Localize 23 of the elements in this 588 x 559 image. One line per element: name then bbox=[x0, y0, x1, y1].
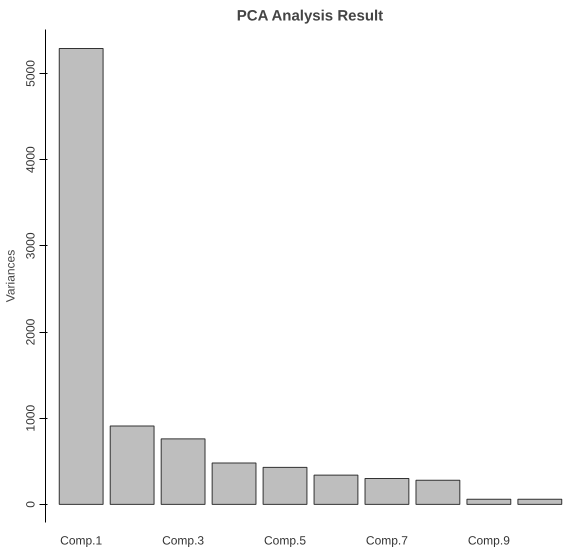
bar bbox=[314, 474, 358, 505]
bar bbox=[212, 462, 256, 505]
bar bbox=[364, 478, 410, 505]
bar bbox=[517, 498, 562, 505]
y-tick-label: 5000 bbox=[24, 60, 38, 87]
x-tick-label: Comp.3 bbox=[162, 534, 204, 548]
bar bbox=[58, 48, 104, 505]
y-tick-label: 4000 bbox=[24, 146, 38, 173]
bar bbox=[160, 438, 206, 505]
x-tick-label: Comp.7 bbox=[366, 534, 408, 548]
bar bbox=[466, 498, 512, 505]
x-tick-label: Comp.9 bbox=[468, 534, 510, 548]
bar bbox=[110, 425, 155, 505]
y-tick-label: 1000 bbox=[24, 404, 38, 432]
y-axis-title: Variances bbox=[4, 250, 18, 302]
y-tick-label: 3000 bbox=[24, 232, 38, 260]
y-tick-label: 0 bbox=[24, 500, 38, 508]
x-tick-label: Comp.5 bbox=[264, 534, 306, 548]
chart-title: PCA Analysis Result bbox=[236, 8, 384, 24]
y-tick-label: 2000 bbox=[24, 318, 38, 346]
bar bbox=[262, 466, 308, 505]
x-tick-label: Comp.1 bbox=[60, 534, 103, 548]
bar bbox=[415, 480, 460, 505]
